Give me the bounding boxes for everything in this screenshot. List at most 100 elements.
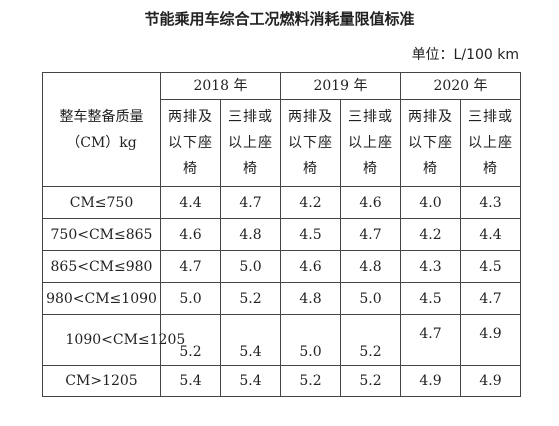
sub-column-cell: 三排或以上座椅 xyxy=(340,99,401,187)
data-row: 1090<CM≤1205 5.2 5.4 5.0 5.2 4.7 4.9 xyxy=(42,314,521,366)
limit-value: 4.9 xyxy=(419,373,442,389)
limit-value-cell: 4.7 xyxy=(160,250,221,283)
limit-value-cell: 4.0 xyxy=(400,186,461,219)
limit-value: 4.9 xyxy=(479,326,502,342)
sub-row: 两排及以下座椅 三排或以上座椅 两排及以下座椅 三排或以上座椅 两排及以下座椅 三排或以上… xyxy=(43,99,521,187)
limit-value: 4.2 xyxy=(419,226,442,243)
mass-range: CM>1205 xyxy=(65,373,138,389)
limit-value-cell: 4.8 xyxy=(280,282,341,315)
limit-value: 4.5 xyxy=(419,290,442,307)
limit-value-cell: 4.5 xyxy=(400,282,461,315)
sub-column: 两排及以下座椅 xyxy=(288,109,333,177)
limit-value-cell: 4.7 xyxy=(460,282,521,315)
year-cell: 2020 年 xyxy=(400,72,521,100)
limit-value: 5.4 xyxy=(239,344,262,360)
year: 2020 年 xyxy=(433,78,488,94)
limit-value: 4.4 xyxy=(179,194,202,211)
sub-column-cell: 两排及以下座椅 xyxy=(280,99,341,187)
limit-value-cell: 5.0 xyxy=(160,282,221,315)
sub-column: 三排或以上座椅 xyxy=(228,109,273,177)
limit-value: 4.3 xyxy=(479,194,502,211)
limit-value: 5.2 xyxy=(239,290,262,307)
limit-value-cell: 4.5 xyxy=(460,250,521,283)
mass-range-cell: 865<CM≤980 xyxy=(42,250,161,283)
table-body: 整车整备质量（CM）kg 2018 年 2019 年 2020 年两排及以下座椅 三排或… xyxy=(42,72,521,397)
year-row: 整车整备质量（CM）kg 2018 年 2019 年 2020 年 xyxy=(42,72,521,187)
limit-value: 5.4 xyxy=(239,373,262,389)
limit-value-cell: 4.9 xyxy=(460,365,521,397)
limit-value: 4.6 xyxy=(179,226,202,243)
mass-range-cell: 980<CM≤1090 xyxy=(42,282,161,315)
limit-value: 5.4 xyxy=(179,373,202,389)
mass-range: 1090<CM≤1205 xyxy=(65,332,186,348)
limit-value: 5.0 xyxy=(359,290,382,307)
sub-column-cell: 两排及以下座椅 xyxy=(160,99,221,187)
limit-value-cell: 5.2 xyxy=(280,365,341,397)
limit-value: 4.8 xyxy=(359,258,382,275)
sub-column: 三排或以上座椅 xyxy=(348,109,393,177)
limit-value: 4.0 xyxy=(419,194,442,211)
limit-value-cell: 4.2 xyxy=(400,218,461,251)
limit-value: 4.7 xyxy=(179,258,202,275)
limit-value-cell: 4.4 xyxy=(160,186,221,219)
limit-value-cell: 5.0 xyxy=(220,250,281,283)
limit-value-cell: 5.2 xyxy=(340,314,401,366)
limit-value: 4.4 xyxy=(479,226,502,243)
data-row: CM>1205 5.4 5.4 5.2 5.2 4.9 4.9 xyxy=(42,365,521,397)
limit-value-cell: 5.2 xyxy=(340,365,401,397)
limit-value: 5.0 xyxy=(179,290,202,307)
limit-value-cell: 5.4 xyxy=(220,314,281,366)
limit-value: 4.8 xyxy=(239,226,262,243)
limit-value-cell: 5.4 xyxy=(220,365,281,397)
sub-column-cell: 两排及以下座椅 xyxy=(400,99,461,187)
sub-column: 三排或以上座椅 xyxy=(468,109,513,177)
sub-column: 两排及以下座椅 xyxy=(408,109,453,177)
limit-value: 4.6 xyxy=(299,258,322,275)
limit-value-cell: 4.7 xyxy=(340,218,401,251)
mass-range-cell: CM>1205 xyxy=(42,365,161,397)
limit-value-cell: 4.7 xyxy=(400,314,461,366)
limit-value: 5.2 xyxy=(359,373,382,389)
limit-value: 4.7 xyxy=(359,226,382,243)
limit-value-cell: 4.6 xyxy=(280,250,341,283)
limit-value-cell: 4.3 xyxy=(460,186,521,219)
limit-value: 4.5 xyxy=(299,226,322,243)
limit-value-cell: 4.9 xyxy=(460,314,521,366)
limit-value-cell: 5.4 xyxy=(160,365,221,397)
mass-range: 865<CM≤980 xyxy=(50,258,153,275)
limit-value: 4.8 xyxy=(299,290,322,307)
limit-value: 4.5 xyxy=(479,258,502,275)
title: 节能乘用车综合工况燃料消耗量限值标准 xyxy=(144,10,415,28)
row-header: 整车整备质量（CM）kg xyxy=(59,108,144,151)
limit-value: 4.9 xyxy=(479,373,502,389)
data-row: 980<CM≤1090 5.0 5.2 4.8 5.0 4.5 4.7 xyxy=(42,282,521,315)
limit-value-cell: 4.5 xyxy=(280,218,341,251)
limit-value: 4.2 xyxy=(299,194,322,211)
data-row: CM≤750 4.4 4.7 4.2 4.6 4.0 4.3 xyxy=(42,186,521,219)
limits-table: 整车整备质量（CM）kg 2018 年 2019 年 2020 年两排及以下座椅 三排或… xyxy=(42,72,521,397)
limit-value: 4.7 xyxy=(239,194,262,211)
mass-range: 750<CM≤865 xyxy=(50,226,153,243)
limit-value-cell: 4.9 xyxy=(400,365,461,397)
limit-value: 5.2 xyxy=(359,344,382,360)
data-row: 750<CM≤865 4.6 4.8 4.5 4.7 4.2 4.4 xyxy=(42,218,521,251)
limit-value-cell: 5.2 xyxy=(160,314,221,366)
limit-value: 5.2 xyxy=(179,344,202,360)
year-cell: 2018 年 xyxy=(160,72,281,100)
limit-value-cell: 4.8 xyxy=(220,218,281,251)
limit-value: 5.0 xyxy=(239,258,262,275)
mass-range: 980<CM≤1090 xyxy=(46,290,157,307)
limit-value-cell: 5.0 xyxy=(340,282,401,315)
mass-range-cell: 1090<CM≤1205 xyxy=(42,314,186,366)
mass-range-cell: CM≤750 xyxy=(42,186,161,219)
unit: 单位：L/100 km xyxy=(411,47,519,63)
year: 2018 年 xyxy=(193,78,248,94)
limit-value: 4.6 xyxy=(359,194,382,211)
limit-value-cell: 4.7 xyxy=(220,186,281,219)
limit-value: 5.0 xyxy=(299,344,322,360)
limit-value-cell: 4.6 xyxy=(160,218,221,251)
mass-range-cell: 750<CM≤865 xyxy=(42,218,161,251)
sub-column: 两排及以下座椅 xyxy=(168,109,213,177)
mass-range: CM≤750 xyxy=(69,194,134,211)
